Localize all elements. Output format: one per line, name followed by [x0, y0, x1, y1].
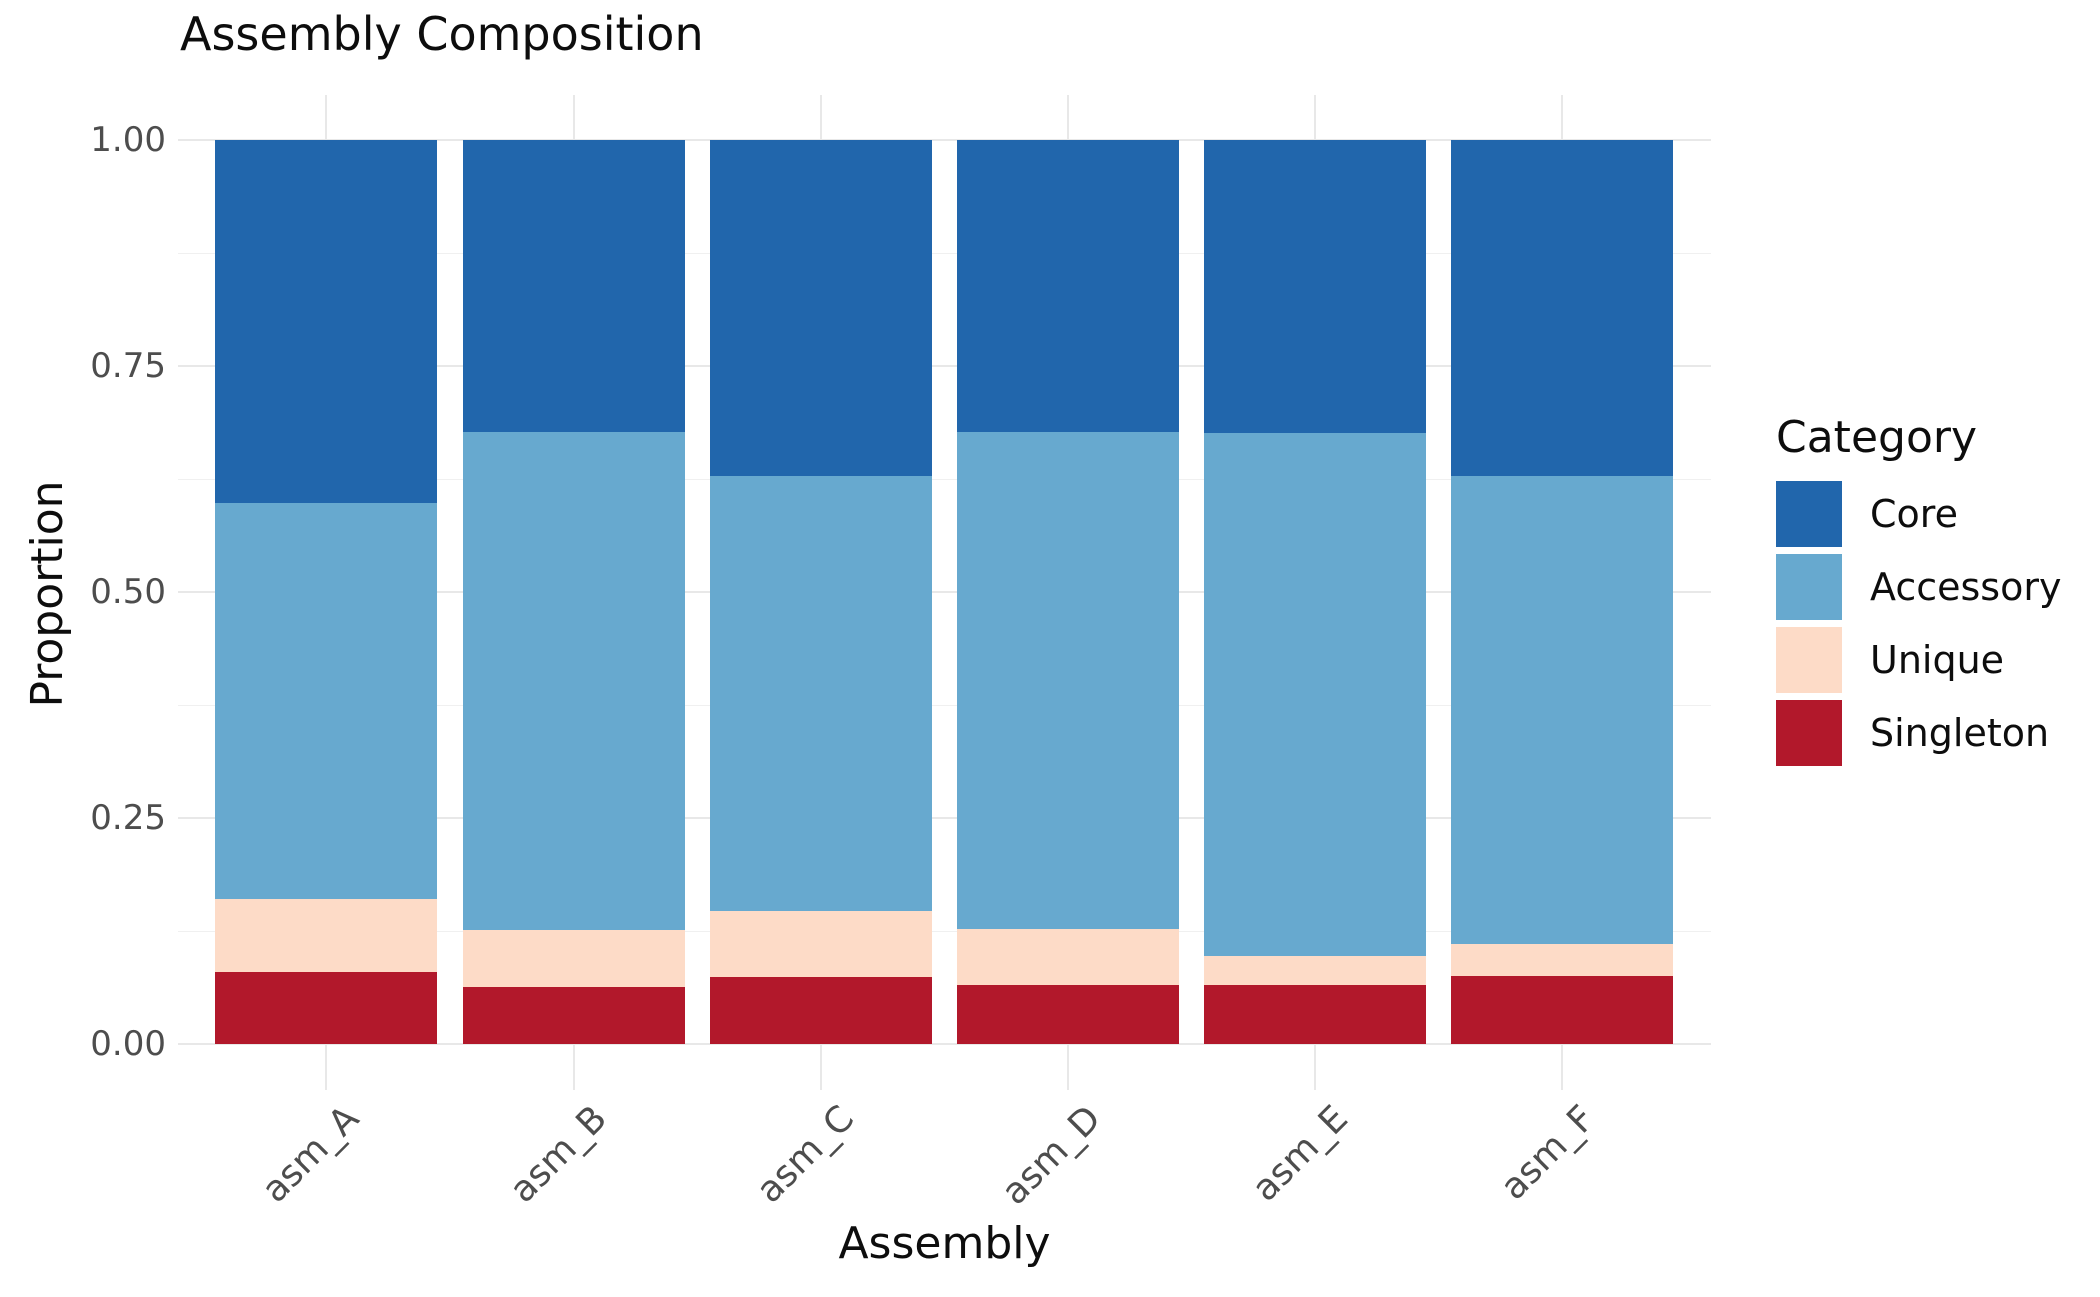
bar-segment-unique-asm_B — [462, 930, 685, 988]
plot-title: Assembly Composition — [180, 7, 704, 61]
legend-key-swatch-core — [1776, 481, 1842, 547]
legend-entries: Core Accessory Unique Singleton — [1776, 481, 2061, 766]
bar-segment-unique-asm_E — [1204, 956, 1427, 986]
bar-segment-core-asm_B — [462, 140, 685, 432]
bar-segment-accessory-asm_F — [1451, 476, 1674, 944]
y-tick-label: 0.00 — [90, 1024, 166, 1064]
bar-segment-core-asm_E — [1204, 140, 1427, 433]
bar-segment-accessory-asm_E — [1204, 432, 1427, 957]
y-tick-label: 0.50 — [90, 572, 166, 612]
bar-segment-singleton-asm_E — [1204, 985, 1427, 1044]
bar-segment-core-asm_A — [215, 140, 438, 504]
bar-segment-unique-asm_A — [215, 899, 438, 972]
gridline-horizontal-minor — [178, 705, 1711, 706]
legend-item-accessory: Accessory — [1776, 554, 2061, 620]
bar-segment-singleton-asm_C — [709, 977, 932, 1044]
bar-segment-accessory-asm_B — [462, 432, 685, 931]
bar-segment-unique-asm_D — [956, 929, 1179, 986]
bar-segment-accessory-asm_A — [215, 503, 438, 900]
bar-segment-accessory-asm_D — [956, 432, 1179, 930]
legend-title: Category — [1776, 412, 1977, 463]
gridline-horizontal-minor — [178, 253, 1711, 254]
legend-key-swatch-singleton — [1776, 700, 1842, 766]
bar-segment-singleton-asm_F — [1451, 976, 1674, 1044]
legend-item-singleton: Singleton — [1776, 700, 2061, 766]
bar-segment-core-asm_F — [1451, 140, 1674, 477]
bar-segment-singleton-asm_B — [462, 987, 685, 1044]
bar-segment-unique-asm_F — [1451, 943, 1674, 977]
legend-label: Core — [1870, 492, 1958, 536]
gridline-horizontal-minor — [178, 931, 1711, 932]
gridline-horizontal-major — [178, 817, 1711, 819]
legend-key-swatch-unique — [1776, 627, 1842, 693]
y-tick-label: 1.00 — [90, 120, 166, 160]
gridline-horizontal-major — [178, 1043, 1711, 1045]
gridline-horizontal-major — [178, 365, 1711, 367]
plot-panel — [178, 95, 1711, 1090]
bar-segment-core-asm_D — [956, 140, 1179, 432]
legend-label: Singleton — [1870, 711, 2050, 755]
legend-key-swatch-accessory — [1776, 554, 1842, 620]
bar-segment-singleton-asm_D — [956, 985, 1179, 1044]
bar-segment-singleton-asm_A — [215, 971, 438, 1044]
legend-item-core: Core — [1776, 481, 2061, 547]
legend-label: Accessory — [1870, 565, 2062, 609]
gridline-horizontal-major — [178, 591, 1711, 593]
y-tick-label: 0.25 — [90, 798, 166, 838]
bar-segment-accessory-asm_C — [709, 476, 932, 912]
gridline-horizontal-minor — [178, 479, 1711, 480]
gridline-horizontal-major — [178, 139, 1711, 141]
bar-segment-core-asm_C — [709, 140, 932, 477]
x-axis-title: Assembly — [838, 1218, 1051, 1269]
legend-label: Unique — [1870, 638, 2005, 682]
legend: Category Core Accessory Unique Singleton — [1776, 412, 2061, 773]
y-tick-label: 0.75 — [90, 346, 166, 386]
legend-item-unique: Unique — [1776, 627, 2061, 693]
bar-segment-unique-asm_C — [709, 911, 932, 978]
